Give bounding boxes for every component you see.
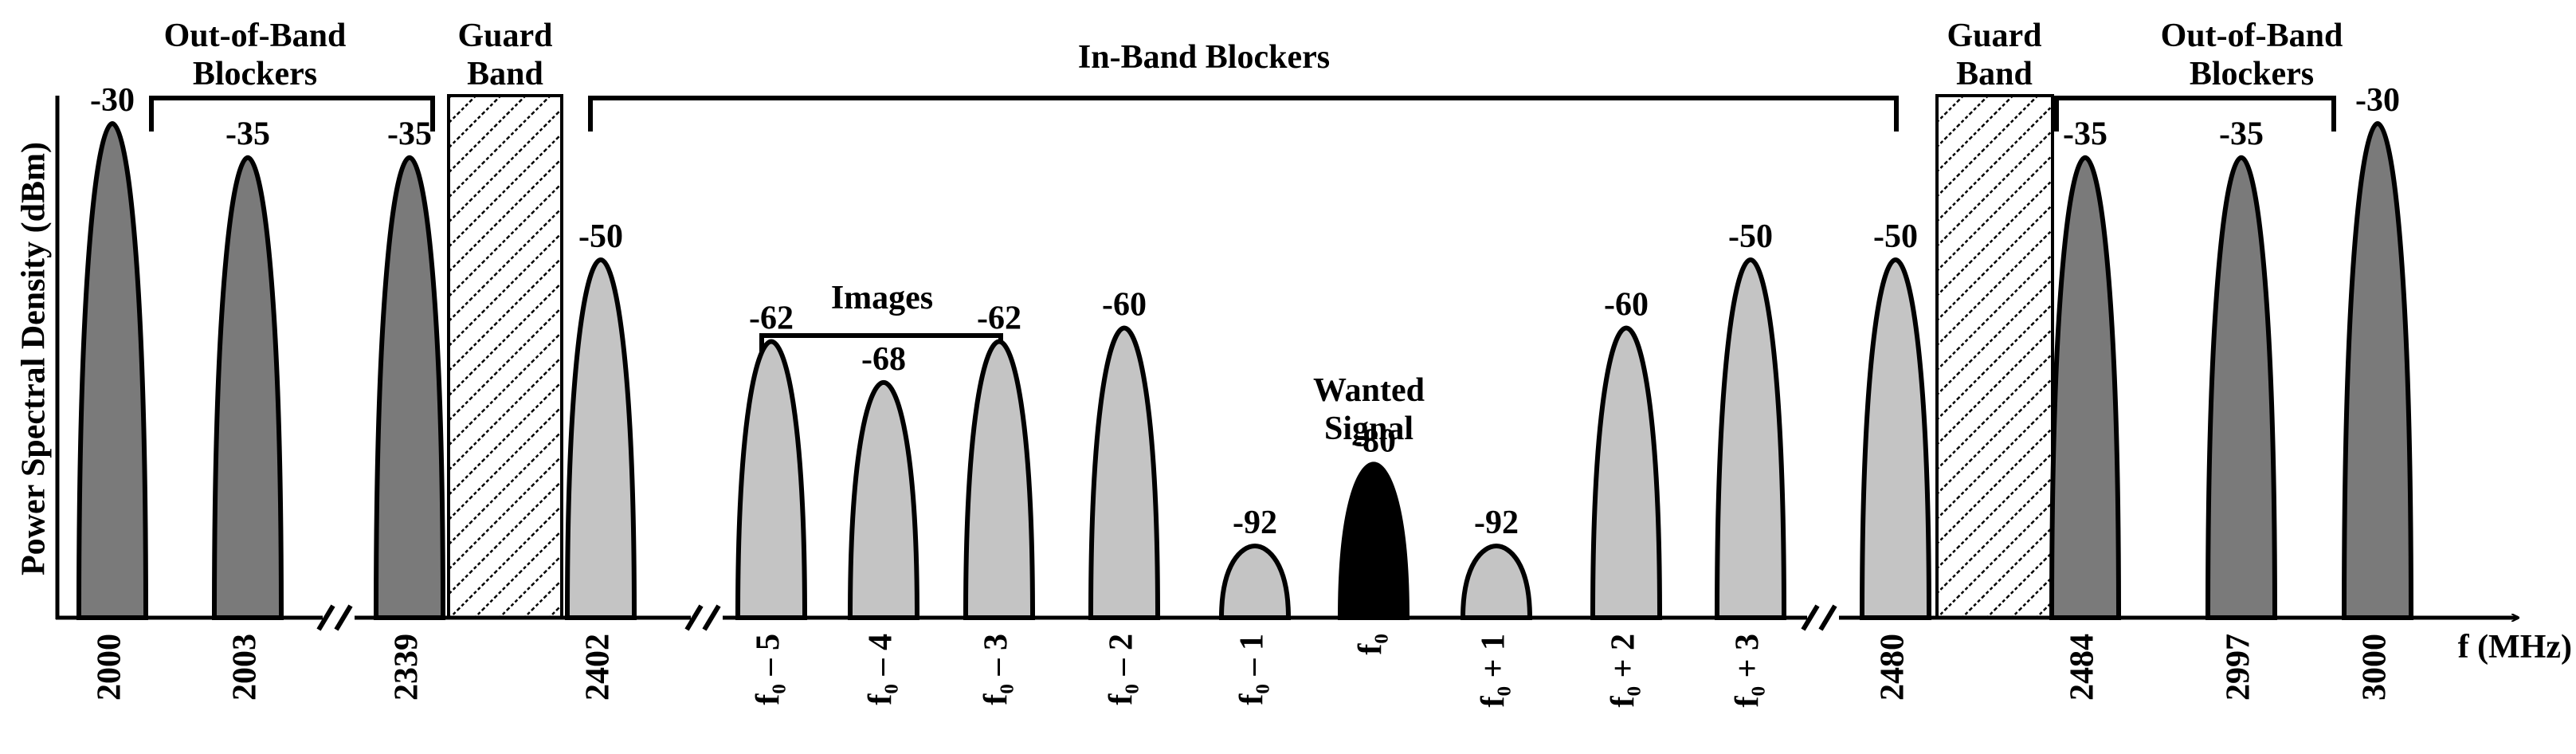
value-label: -92 (1233, 505, 1277, 541)
x-tick-label: 2997 (2221, 634, 2257, 701)
annotation: In-Band Blockers (1078, 39, 1330, 76)
x-tick-label: 2484 (2064, 634, 2101, 701)
guard-band (447, 94, 563, 619)
x-tick-label: f₀ + 3 (1730, 634, 1766, 708)
spectrum-bump (2049, 155, 2122, 620)
spectrum-bump (2341, 120, 2414, 620)
spectrum-bump (735, 339, 808, 620)
annotation: Guard (1947, 18, 2041, 54)
value-label: -30 (2355, 82, 2400, 119)
value-label: -35 (387, 116, 432, 153)
value-label: -80 (1351, 422, 1396, 459)
x-axis-label: f (MHz) (2458, 629, 2572, 666)
value-label: -35 (2219, 116, 2264, 153)
value-label: -35 (225, 116, 270, 153)
value-label: -60 (1604, 286, 1649, 323)
y-axis-label: Power Spectral Density (dBm) (16, 142, 53, 575)
value-label: -50 (1873, 218, 1918, 255)
x-tick-label: f₀ – 1 (1234, 634, 1271, 705)
value-label: -30 (90, 82, 135, 119)
spectrum-bump (1218, 543, 1292, 620)
x-tick-label: f₀ (1353, 634, 1390, 655)
annotation: Out-of-Band (164, 18, 347, 54)
spectrum-bump (211, 155, 284, 620)
x-tick-label: f₀ – 3 (978, 634, 1015, 705)
bracket (588, 96, 1899, 132)
bracket (2054, 96, 2336, 132)
spectrum-bump (76, 120, 149, 620)
spectrum-bump (1714, 257, 1787, 620)
spectrum-bump (1460, 543, 1533, 620)
spectrum-bump (1337, 461, 1410, 620)
value-label: -50 (1728, 218, 1773, 255)
spectrum-bump (564, 257, 637, 620)
x-tick-label: 2402 (580, 634, 617, 701)
annotation: Blockers (2190, 56, 2314, 92)
spectrum-bump (963, 339, 1036, 620)
guard-band (1935, 94, 2054, 619)
annotation: Band (467, 56, 543, 92)
axis-break (316, 604, 1839, 631)
value-label: -62 (977, 300, 1021, 337)
annotation: Signal (1324, 410, 1413, 447)
value-label: -35 (2063, 116, 2107, 153)
spectrum-bump (1859, 257, 1932, 620)
x-tick-label: f₀ – 5 (751, 634, 787, 705)
spectrum-bump (2205, 155, 2278, 620)
x-tick-label: 2003 (227, 634, 264, 701)
x-tick-label: 2000 (92, 634, 128, 701)
x-tick-label: f₀ + 1 (1476, 634, 1512, 708)
annotation: Wanted (1313, 372, 1425, 409)
x-tick-label: f₀ – 2 (1104, 634, 1140, 705)
annotation: Images (831, 280, 933, 316)
value-label: -50 (578, 218, 623, 255)
value-label: -68 (861, 341, 906, 378)
x-tick-label: f₀ – 4 (863, 634, 900, 705)
x-tick-label: 3000 (2357, 634, 2394, 701)
spectrum-bump (1590, 325, 1663, 620)
value-label: -60 (1102, 286, 1147, 323)
spectrum-bump (373, 155, 446, 620)
value-label: -62 (749, 300, 794, 337)
value-label: -92 (1474, 505, 1519, 541)
x-tick-label: f₀ + 2 (1606, 634, 1642, 708)
x-tick-label: 2480 (1875, 634, 1911, 701)
annotation: Blockers (193, 56, 317, 92)
spectrum-bump (1088, 325, 1161, 620)
annotation: Guard (457, 18, 552, 54)
x-tick-label: 2339 (389, 634, 425, 701)
bracket (149, 96, 435, 132)
annotation: Out-of-Band (2161, 18, 2343, 54)
annotation: Band (1956, 56, 2033, 92)
spectrum-bump (847, 379, 920, 620)
